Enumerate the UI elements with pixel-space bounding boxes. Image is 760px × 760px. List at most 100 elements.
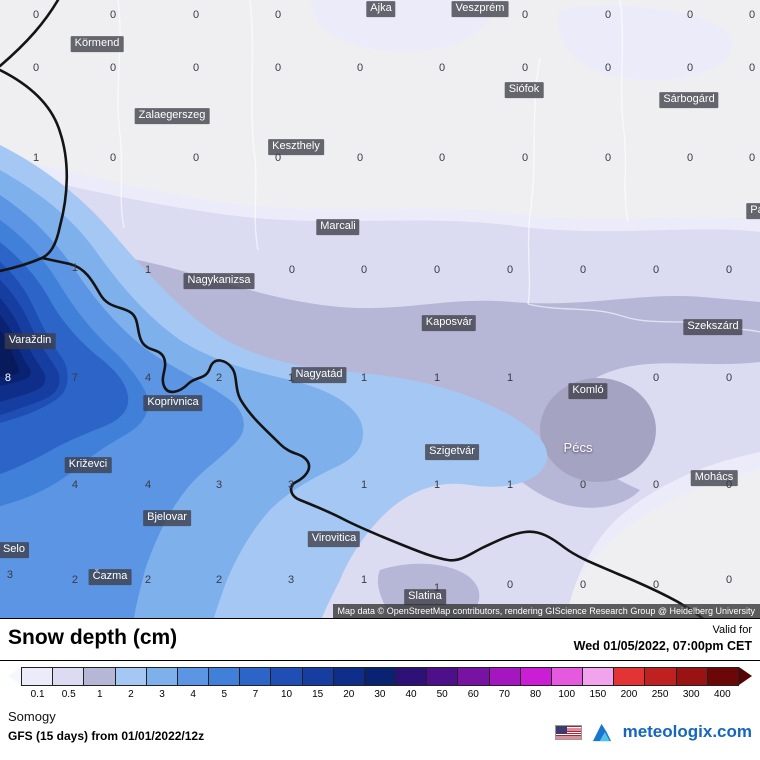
snow-value-marker: 2 bbox=[144, 574, 152, 586]
legend-segment-20 bbox=[333, 667, 365, 685]
legend-tick-label: 40 bbox=[405, 688, 417, 700]
legend-header: Snow depth (cm) Valid for Wed 01/05/2022… bbox=[0, 619, 760, 658]
city-label-veszprém: Veszprém bbox=[451, 1, 509, 17]
city-label-kaposvár: Kaposvár bbox=[421, 315, 477, 331]
legend-segment-2 bbox=[115, 667, 147, 685]
city-label-selo: Selo bbox=[0, 542, 29, 558]
legend-segment-0.5 bbox=[53, 667, 85, 685]
city-label-varaždin: Varaždin bbox=[4, 333, 56, 349]
valid-time: Wed 01/05/2022, 07:00pm CET bbox=[573, 638, 752, 653]
snow-value-marker: 4 bbox=[144, 479, 152, 491]
region-name: Somogy bbox=[8, 708, 56, 724]
city-label-mohács: Mohács bbox=[690, 470, 738, 486]
snow-value-marker: 1 bbox=[433, 582, 441, 594]
snow-value-marker: 0 bbox=[192, 61, 200, 74]
legend-segment-200 bbox=[614, 667, 646, 685]
snow-value-marker: 0 bbox=[686, 61, 694, 74]
legend-tick-label: 30 bbox=[374, 688, 386, 700]
snow-value-marker: 0 bbox=[686, 152, 694, 164]
legend-segment-7 bbox=[240, 667, 272, 685]
snow-value-marker: 0 bbox=[748, 152, 756, 164]
snow-zone-1cm-dark-patch bbox=[540, 378, 656, 482]
legend-segment-5 bbox=[209, 667, 241, 685]
meteologix-link[interactable]: meteologix.com bbox=[622, 722, 752, 742]
snow-value-marker: 1 bbox=[433, 479, 441, 491]
legend-tick-label: 20 bbox=[343, 688, 355, 700]
snow-value-marker: 0 bbox=[748, 8, 756, 21]
legend-tick-label: 1 bbox=[97, 688, 103, 700]
snow-value-marker: 0 bbox=[604, 8, 612, 21]
brand-row: meteologix.com bbox=[554, 722, 752, 743]
snow-value-marker: 0 bbox=[652, 372, 660, 384]
snow-value-marker: 0 bbox=[274, 61, 282, 74]
legend-tick-label: 7 bbox=[252, 688, 259, 700]
scale-tick-labels: 0.1 0.5 1 2 3 4 5 7 10 15 20 30 40 50 60 70 80 100 150 200 2… bbox=[8, 686, 752, 700]
snow-value-marker: 0 bbox=[725, 264, 733, 276]
model-run-info: GFS (15 days) from 01/01/2022/12z bbox=[8, 728, 205, 743]
scale-left-arrow-icon bbox=[8, 666, 21, 685]
color-scale: 0.1 0.5 1 2 3 4 5 7 10 15 20 30 40 50 60 70 80 100 150 200 2… bbox=[0, 666, 760, 700]
meteologix-logo-icon[interactable] bbox=[591, 722, 614, 743]
legend-tick-label: 200 bbox=[620, 688, 638, 700]
snow-value-marker: 0 bbox=[506, 579, 514, 591]
legend-segment-400 bbox=[707, 667, 738, 685]
panel-footer: Somogy GFS (15 days) from 01/01/2022/12z… bbox=[0, 700, 760, 743]
scale-segments bbox=[21, 666, 739, 686]
snow-value-marker: 1 bbox=[71, 262, 79, 274]
legend-tick-label: 150 bbox=[589, 688, 607, 700]
scale-right-arrow-icon bbox=[739, 666, 752, 685]
legend-segment-250 bbox=[645, 667, 677, 685]
snow-value-marker: 0 bbox=[604, 152, 612, 164]
city-label-pécs: Pécs bbox=[563, 439, 593, 455]
us-flag-canton bbox=[555, 725, 567, 734]
snow-value-marker: 0 bbox=[579, 264, 587, 276]
color-scale-bar bbox=[8, 666, 752, 686]
legend-segment-0.1 bbox=[22, 667, 54, 685]
legend-segment-30 bbox=[364, 667, 397, 685]
legend-tick-label: 3 bbox=[159, 688, 165, 700]
snow-value-marker: 0 bbox=[109, 8, 117, 21]
snow-value-marker: 2 bbox=[71, 574, 79, 586]
snow-zone-7cm bbox=[0, 242, 129, 474]
snow-value-marker: 3 bbox=[287, 479, 295, 491]
snow-depth-map[interactable]: Ajka Veszprém Körmend Siófok Sárbogárd Zalaeg… bbox=[0, 0, 760, 618]
legend-tick-label: 300 bbox=[682, 688, 700, 700]
snow-value-marker: 0 bbox=[356, 152, 364, 164]
snow-value-marker: 1 bbox=[32, 152, 40, 164]
us-flag-icon[interactable] bbox=[554, 724, 582, 740]
snow-value-marker: 7 bbox=[71, 372, 79, 384]
snow-value-marker: 0 bbox=[32, 61, 40, 74]
legend-tick-label: 250 bbox=[651, 688, 669, 700]
snow-value-marker: 0 bbox=[686, 8, 694, 21]
legend-segment-80 bbox=[520, 667, 552, 685]
snow-value-marker: 4 bbox=[144, 372, 152, 384]
legend-tick-label: 0.1 bbox=[30, 688, 45, 700]
snow-value-marker: 1 bbox=[360, 479, 368, 491]
snow-value-marker: 4 bbox=[71, 479, 79, 491]
snow-value-marker: 0 bbox=[274, 8, 282, 21]
snow-zone-1cm bbox=[128, 258, 760, 618]
city-label-križevci: Križevci bbox=[64, 457, 112, 473]
legend-tick-label: 50 bbox=[436, 688, 448, 700]
legend-segment-300 bbox=[676, 667, 708, 685]
snow-value-marker: 0 bbox=[192, 152, 200, 164]
snow-value-marker: 0 bbox=[360, 264, 368, 276]
legend-tick-label: 70 bbox=[498, 688, 510, 700]
city-label-zalaegerszeg: Zalaegerszeg bbox=[134, 108, 210, 124]
city-label-nagyatád: Nagyatád bbox=[291, 367, 347, 383]
snow-value-marker: 0 bbox=[748, 61, 756, 74]
snow-value-marker: 0 bbox=[288, 264, 296, 276]
admin-borders bbox=[117, 0, 760, 333]
legend-segment-150 bbox=[583, 667, 615, 685]
legend-tick-label: 10 bbox=[281, 688, 293, 700]
legend-panel: Snow depth (cm) Valid for Wed 01/05/2022… bbox=[0, 618, 760, 760]
legend-segment-10 bbox=[271, 667, 303, 685]
snow-value-marker: 1 bbox=[506, 372, 514, 384]
snow-value-marker: 2 bbox=[215, 372, 223, 384]
snow-value-marker: 1 bbox=[287, 372, 295, 384]
border-west bbox=[0, 68, 69, 273]
legend-tick-label: 15 bbox=[312, 688, 324, 700]
legend-tick-label: 4 bbox=[190, 688, 196, 700]
valid-time-block: Valid for Wed 01/05/2022, 07:00pm CET bbox=[574, 623, 752, 655]
snow-value-marker: 3 bbox=[215, 479, 223, 491]
